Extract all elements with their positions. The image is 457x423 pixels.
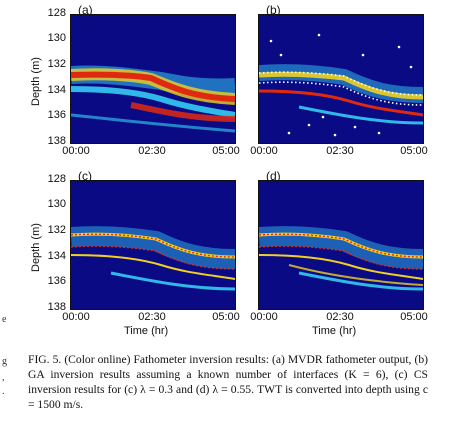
panel-letter-d: (d): [266, 169, 281, 183]
margin-fragment: ,: [2, 372, 5, 383]
xtick-d-start: 00:00: [250, 311, 278, 323]
figure-5: (a) 128 130 132 134 136 138 00:00 02:30 …: [30, 3, 442, 350]
ytick-a-136: 136: [47, 109, 66, 121]
plot-c-image: [70, 180, 236, 310]
panel-letter-c: (c): [78, 169, 92, 183]
ytick-a-132: 132: [47, 58, 66, 70]
margin-fragment: g: [2, 356, 7, 367]
ytick-a-128: 128: [47, 7, 66, 19]
ytick-c-134: 134: [47, 250, 66, 262]
panel-letter-a: (a): [78, 3, 93, 17]
panel-c: (c) 128 130 132 134 136 138 00:00 02:30 …: [30, 169, 240, 350]
margin-fragment: .: [2, 386, 5, 397]
xlabel-d: Time (hr): [312, 325, 357, 337]
margin-fragment: e: [2, 314, 7, 325]
ytick-a-130: 130: [47, 32, 66, 44]
plot-d-image: [258, 180, 424, 310]
ytick-c-138: 138: [47, 301, 66, 313]
ytick-c-130: 130: [47, 198, 66, 210]
plot-a-image: [70, 14, 236, 144]
ylabel-a: Depth (m): [30, 57, 42, 106]
xtick-a-mid: 02:30: [138, 145, 166, 157]
xtick-a-start: 00:00: [62, 145, 90, 157]
panel-b: (b) 00:00 02:30 05:00: [222, 3, 442, 164]
xtick-b-end: 05:00: [400, 145, 428, 157]
ytick-a-134: 134: [47, 84, 66, 96]
figure-caption: FIG. 5. (Color online) Fathometer invers…: [28, 353, 428, 411]
plot-b-image: [258, 14, 424, 144]
xlabel-c: Time (hr): [124, 325, 169, 337]
xtick-b-start: 00:00: [250, 145, 278, 157]
ytick-c-136: 136: [47, 275, 66, 287]
panel-a: (a) 128 130 132 134 136 138 00:00 02:30 …: [30, 3, 240, 164]
ytick-c-132: 132: [47, 224, 66, 236]
xtick-b-mid: 02:30: [326, 145, 354, 157]
xtick-c-start: 00:00: [62, 311, 90, 323]
xtick-c-mid: 02:30: [138, 311, 166, 323]
ytick-a-138: 138: [47, 135, 66, 147]
ylabel-c: Depth (m): [30, 223, 42, 272]
xtick-d-end: 05:00: [400, 311, 428, 323]
xtick-d-mid: 02:30: [326, 311, 354, 323]
panel-d: (d) 00:00 02:30 05:00 Time (hr): [222, 169, 442, 350]
xtick-c-end: 05:00: [212, 311, 240, 323]
ytick-c-128: 128: [47, 173, 66, 185]
panel-letter-b: (b): [266, 3, 281, 17]
xtick-a-end: 05:00: [212, 145, 240, 157]
